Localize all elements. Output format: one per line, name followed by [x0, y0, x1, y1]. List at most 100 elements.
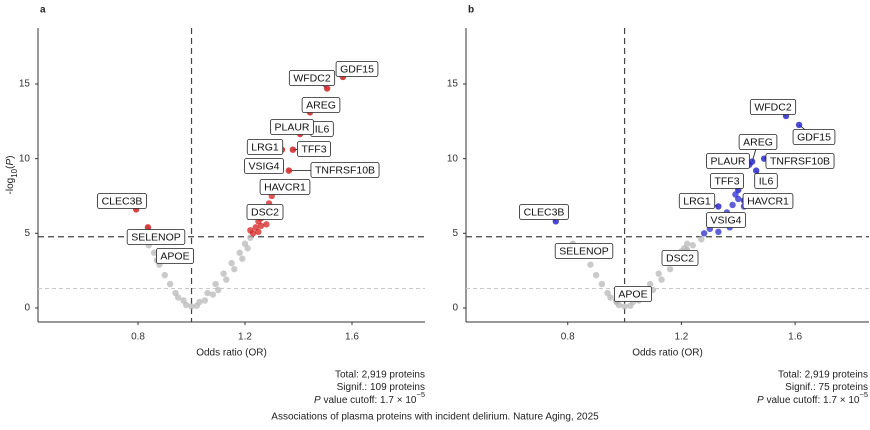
point-label: PLAUR [274, 121, 309, 133]
label-box [519, 204, 569, 220]
cutoff-exponent: −5 [416, 390, 425, 399]
point-label: AREG [306, 99, 336, 111]
data-point [166, 280, 174, 288]
data-point [196, 298, 203, 306]
x-tick-label: 1.6 [788, 332, 802, 343]
cutoff-note: P value cutoff: 1.7 × 10−5 [314, 390, 425, 405]
point-label: TFF3 [301, 143, 326, 155]
label-box [706, 212, 746, 228]
label-box [661, 250, 699, 266]
data-point [655, 270, 662, 277]
data-point [215, 286, 222, 294]
y-tick-label: 5 [24, 228, 30, 239]
y-tick-label: 10 [447, 153, 459, 164]
point-label: APOE [160, 250, 189, 262]
y-tick-label: 0 [24, 303, 30, 314]
label-box [706, 153, 750, 169]
data-point [188, 303, 195, 310]
data-point [204, 289, 211, 297]
data-point [598, 280, 606, 288]
point-label: TNFRSF10B [315, 164, 375, 176]
y-tick-label: 15 [447, 79, 459, 90]
cutoff-text: value cutoff: 1.7 × 10 [764, 395, 860, 406]
y-axis-label-part: 10 [10, 168, 19, 177]
data-point [255, 228, 262, 236]
y-tick-label: 0 [452, 303, 458, 314]
cutoff-exponent: −5 [859, 390, 868, 399]
label-box [288, 70, 336, 86]
data-point [621, 303, 628, 310]
label-box [710, 173, 744, 189]
y-axis-label-part: -log [5, 178, 16, 195]
point-label: WFDC2 [293, 72, 330, 84]
data-point [752, 167, 760, 174]
x-axis-label: Odds ratio (OR) [632, 348, 703, 359]
point-label: WFDC2 [754, 101, 791, 113]
data-point [683, 240, 691, 247]
data-point [658, 276, 665, 283]
cutoff-italic: P [314, 395, 321, 406]
data-point [646, 280, 654, 288]
x-tick-label: 0.8 [131, 332, 145, 343]
point-label: HAVCR1 [264, 181, 306, 193]
x-tick-label: 1.6 [345, 332, 359, 343]
label-box [749, 99, 797, 115]
data-point [144, 224, 152, 231]
point-label: APOE [618, 288, 647, 300]
y-axis-label: -log10(P) [5, 156, 19, 195]
x-tick-label: 1.2 [674, 332, 688, 343]
data-point [285, 167, 293, 174]
data-point [231, 265, 238, 273]
data-point [228, 259, 235, 267]
label-box [754, 173, 778, 189]
y-tick-label: 15 [19, 79, 31, 90]
summary-note: Total: 2,919 proteins [778, 370, 868, 381]
point-label: SELENOP [131, 231, 181, 243]
data-point [236, 249, 243, 256]
data-point [263, 221, 270, 228]
point-label: HAVCR1 [747, 195, 789, 207]
label-box [156, 248, 194, 264]
point-label: PLAUR [710, 155, 745, 167]
data-point [587, 261, 594, 268]
data-point [323, 85, 331, 92]
label-box [554, 243, 614, 259]
panel-label: b [468, 5, 474, 16]
data-point [209, 291, 217, 298]
point-label: DSC2 [251, 206, 279, 218]
point-label: SELENOP [559, 245, 609, 257]
point-label: VSIG4 [711, 214, 742, 226]
data-point [161, 271, 168, 279]
label-box [678, 193, 716, 209]
data-point [666, 265, 674, 273]
data-point [715, 203, 722, 210]
point-label: LRG1 [683, 195, 711, 207]
y-tick-label: 10 [19, 153, 31, 164]
x-axis-label: Odds ratio (OR) [196, 348, 267, 359]
label-box [297, 141, 331, 157]
data-point [239, 255, 246, 262]
point-label: AREG [743, 136, 773, 148]
caption: Associations of plasma proteins with inc… [271, 412, 599, 423]
point-label: GDF15 [340, 63, 374, 75]
data-point [698, 236, 705, 243]
label-box [270, 119, 314, 135]
data-point [244, 245, 251, 252]
point-label: CLEC3B [102, 195, 143, 207]
x-tick-label: 0.8 [561, 332, 575, 343]
label-box [259, 179, 311, 195]
data-point [729, 201, 736, 209]
label-box [335, 61, 379, 77]
label-box [614, 286, 652, 302]
label-box [742, 193, 794, 209]
point-label: CLEC3B [524, 206, 565, 218]
summary-note: Signif.: 75 proteins [785, 382, 868, 393]
point-label: GDF15 [797, 131, 831, 143]
point-label: IL6 [315, 123, 330, 135]
label-box [792, 129, 836, 145]
summary-note: Total: 2,919 proteins [335, 370, 425, 381]
point-label: DSC2 [666, 252, 694, 264]
point-label: IL6 [759, 175, 774, 187]
data-point [592, 271, 600, 279]
